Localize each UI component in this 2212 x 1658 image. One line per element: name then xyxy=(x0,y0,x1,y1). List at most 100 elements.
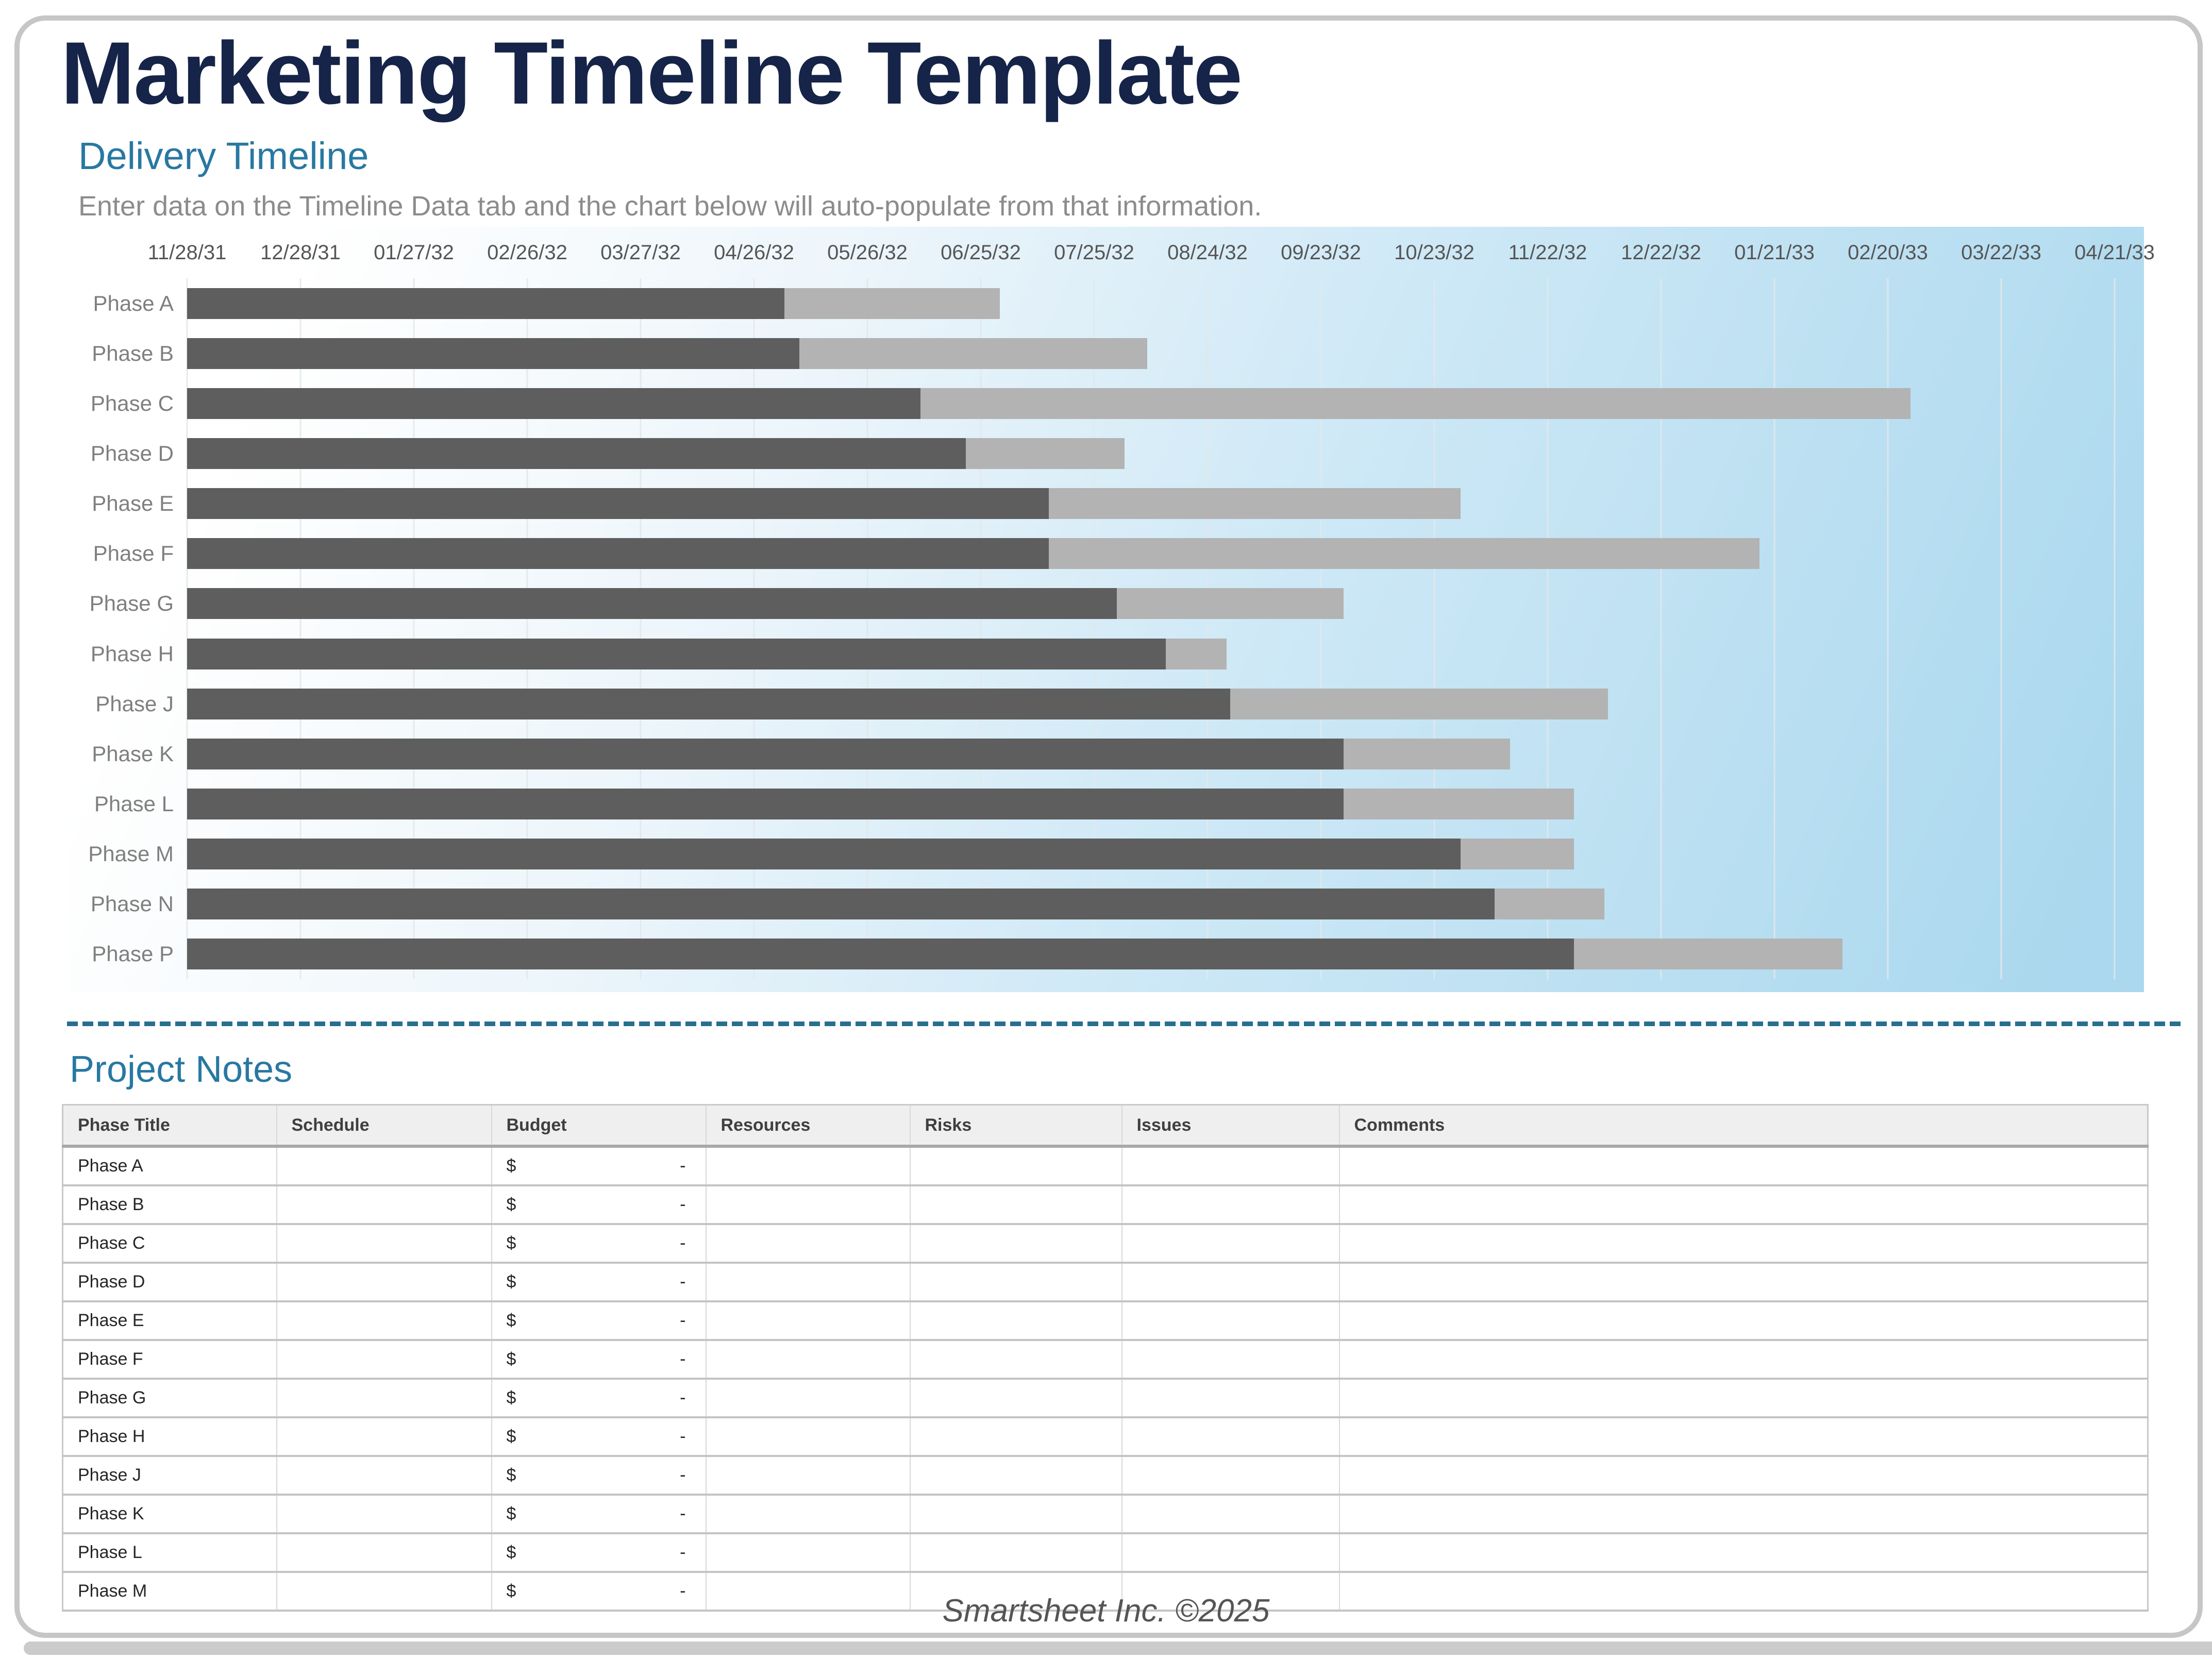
issues-cell[interactable] xyxy=(1121,1533,1340,1573)
bar-segment-elapsed xyxy=(187,588,1117,619)
phase-title-cell[interactable]: Phase M xyxy=(62,1572,277,1612)
budget-amount: - xyxy=(680,1195,686,1214)
resources-cell[interactable] xyxy=(706,1572,911,1612)
issues-cell[interactable] xyxy=(1121,1417,1340,1457)
resources-cell[interactable] xyxy=(706,1263,911,1302)
budget-cell[interactable]: $ - xyxy=(491,1417,707,1457)
budget-cell[interactable]: $ - xyxy=(491,1263,707,1302)
comments-cell[interactable] xyxy=(1339,1495,2148,1534)
schedule-cell[interactable] xyxy=(276,1340,492,1380)
risks-cell[interactable] xyxy=(910,1495,1122,1534)
phase-title-cell[interactable]: Phase F xyxy=(62,1340,277,1380)
resources-cell[interactable] xyxy=(706,1146,911,1186)
schedule-cell[interactable] xyxy=(276,1417,492,1457)
resources-cell[interactable] xyxy=(706,1533,911,1573)
comments-cell[interactable] xyxy=(1339,1533,2148,1573)
resources-cell[interactable] xyxy=(706,1456,911,1496)
phase-title-cell[interactable]: Phase C xyxy=(62,1224,277,1264)
comments-cell[interactable] xyxy=(1339,1379,2148,1418)
phase-title-cell[interactable]: Phase D xyxy=(62,1263,277,1302)
schedule-cell[interactable] xyxy=(276,1224,492,1264)
bar-segment-elapsed xyxy=(187,889,1495,920)
schedule-cell[interactable] xyxy=(276,1533,492,1573)
risks-cell[interactable] xyxy=(910,1572,1122,1612)
issues-cell[interactable] xyxy=(1121,1301,1340,1341)
risks-cell[interactable] xyxy=(910,1417,1122,1457)
comments-cell[interactable] xyxy=(1339,1301,2148,1341)
budget-cell[interactable]: $ - xyxy=(491,1340,707,1380)
schedule-cell[interactable] xyxy=(276,1572,492,1612)
gridline xyxy=(866,278,868,979)
phase-title-cell[interactable]: Phase B xyxy=(62,1185,277,1225)
budget-cell[interactable]: $ - xyxy=(491,1572,707,1612)
phase-title-cell[interactable]: Phase J xyxy=(62,1456,277,1496)
risks-cell[interactable] xyxy=(910,1263,1122,1302)
risks-cell[interactable] xyxy=(910,1379,1122,1418)
risks-cell[interactable] xyxy=(910,1185,1122,1225)
comments-cell[interactable] xyxy=(1339,1146,2148,1186)
issues-cell[interactable] xyxy=(1121,1185,1340,1225)
risks-cell[interactable] xyxy=(910,1301,1122,1341)
gridline xyxy=(1773,278,1775,979)
budget-value: $ - xyxy=(507,1311,706,1331)
issues-cell[interactable] xyxy=(1121,1224,1340,1264)
horizontal-scrollbar[interactable] xyxy=(24,1642,2212,1655)
comments-cell[interactable] xyxy=(1339,1185,2148,1225)
risks-cell[interactable] xyxy=(910,1146,1122,1186)
budget-cell[interactable]: $ - xyxy=(491,1301,707,1341)
risks-cell[interactable] xyxy=(910,1340,1122,1380)
schedule-cell[interactable] xyxy=(276,1379,492,1418)
budget-cell[interactable]: $ - xyxy=(491,1224,707,1264)
phase-title-cell[interactable]: Phase K xyxy=(62,1495,277,1534)
comments-cell[interactable] xyxy=(1339,1224,2148,1264)
issues-cell[interactable] xyxy=(1121,1263,1340,1302)
timeline-bar xyxy=(187,538,1759,570)
issues-cell[interactable] xyxy=(1121,1456,1340,1496)
resources-cell[interactable] xyxy=(706,1340,911,1380)
schedule-cell[interactable] xyxy=(276,1185,492,1225)
risks-cell[interactable] xyxy=(910,1533,1122,1573)
comments-cell[interactable] xyxy=(1339,1340,2148,1380)
budget-cell[interactable]: $ - xyxy=(491,1533,707,1573)
phase-title-cell[interactable]: Phase E xyxy=(62,1301,277,1341)
comments-cell[interactable] xyxy=(1339,1417,2148,1457)
bar-segment-elapsed xyxy=(187,538,1049,570)
comments-cell[interactable] xyxy=(1339,1263,2148,1302)
resources-cell[interactable] xyxy=(706,1495,911,1534)
budget-cell[interactable]: $ - xyxy=(491,1146,707,1186)
gridline xyxy=(1320,278,1322,979)
resources-cell[interactable] xyxy=(706,1417,911,1457)
resources-cell[interactable] xyxy=(706,1185,911,1225)
budget-cell[interactable]: $ - xyxy=(491,1495,707,1534)
gridline xyxy=(980,278,982,979)
schedule-cell[interactable] xyxy=(276,1301,492,1341)
timeline-bar xyxy=(187,388,1911,419)
timeline-bar xyxy=(187,488,1461,520)
budget-cell[interactable]: $ - xyxy=(491,1185,707,1225)
resources-cell[interactable] xyxy=(706,1224,911,1264)
issues-cell[interactable] xyxy=(1121,1379,1340,1418)
issues-cell[interactable] xyxy=(1121,1572,1340,1612)
schedule-cell[interactable] xyxy=(276,1495,492,1534)
risks-cell[interactable] xyxy=(910,1224,1122,1264)
phase-title-cell[interactable]: Phase L xyxy=(62,1533,277,1573)
bar-segment-remaining xyxy=(1166,638,1227,669)
issues-cell[interactable] xyxy=(1121,1340,1340,1380)
phase-label: Phase F xyxy=(93,541,174,566)
comments-cell[interactable] xyxy=(1339,1572,2148,1612)
schedule-cell[interactable] xyxy=(276,1456,492,1496)
chart-plot-area: Phase A Phase B Phase C Phase D Phase E Phase… xyxy=(88,278,2116,979)
schedule-cell[interactable] xyxy=(276,1263,492,1302)
schedule-cell[interactable] xyxy=(276,1146,492,1186)
phase-title-cell[interactable]: Phase A xyxy=(62,1146,277,1186)
risks-cell[interactable] xyxy=(910,1456,1122,1496)
phase-title-cell[interactable]: Phase H xyxy=(62,1417,277,1457)
issues-cell[interactable] xyxy=(1121,1495,1340,1534)
resources-cell[interactable] xyxy=(706,1301,911,1341)
issues-cell[interactable] xyxy=(1121,1146,1340,1186)
resources-cell[interactable] xyxy=(706,1379,911,1418)
comments-cell[interactable] xyxy=(1339,1456,2148,1496)
budget-cell[interactable]: $ - xyxy=(491,1379,707,1418)
budget-cell[interactable]: $ - xyxy=(491,1456,707,1496)
phase-title-cell[interactable]: Phase G xyxy=(62,1379,277,1418)
